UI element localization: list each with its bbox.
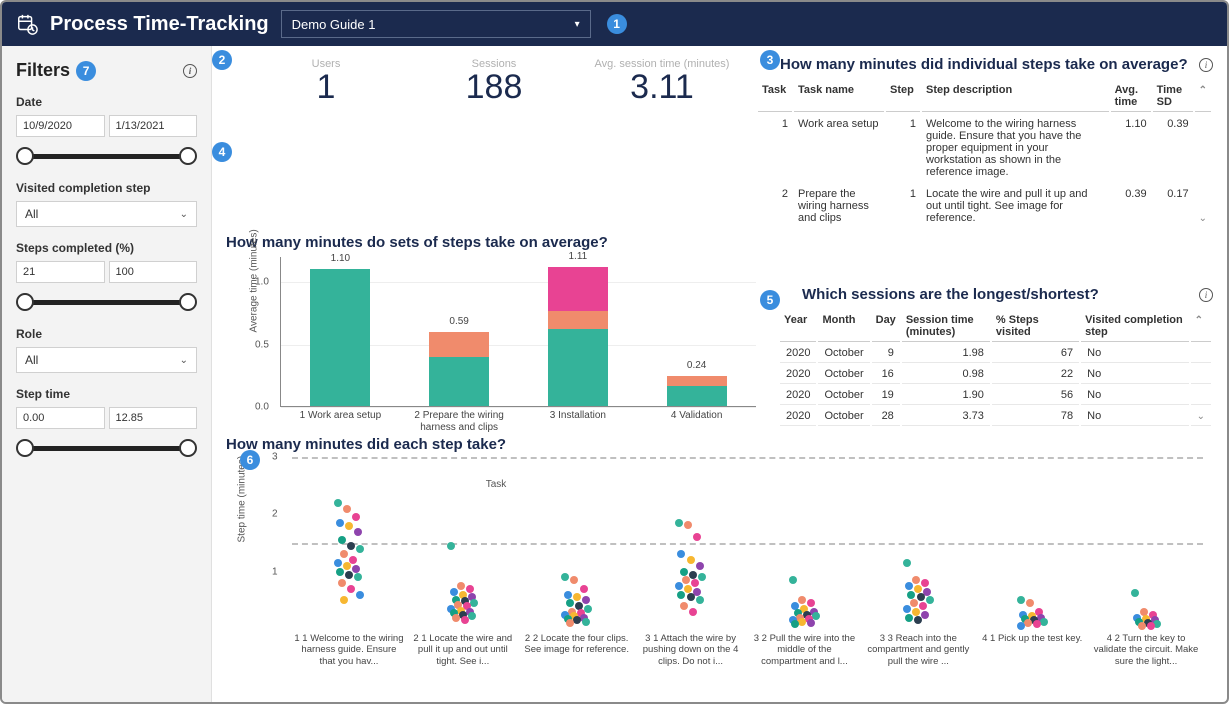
kpi-cards: Users1 Sessions188 Avg. session time (mi… xyxy=(226,56,746,230)
sessions-table: Year Month Day Session time (minutes) % … xyxy=(778,309,1213,428)
table-row[interactable]: 2020October283.7378No⌄ xyxy=(780,407,1211,426)
calendar-icon xyxy=(16,13,38,35)
filter-visited: Visited completion step All⌄ xyxy=(16,181,197,227)
kpi-avg: Avg. session time (minutes)3.11 xyxy=(578,58,746,226)
filter-steps-pct: Steps completed (%) 21 100 xyxy=(16,241,197,313)
scroll-down-icon[interactable]: ⌄ xyxy=(1199,213,1207,224)
filter-date: Date 10/9/2020 1/13/2021 xyxy=(16,95,197,167)
main-area: 2 3 4 5 6 Users1 Sessions188 Avg. sessio… xyxy=(212,46,1227,702)
callout-1: 1 xyxy=(607,14,627,34)
callout-6: 6 xyxy=(240,450,260,470)
steps-avg-table: Task Task name Step Step description Avg… xyxy=(756,79,1213,230)
callout-3: 3 xyxy=(760,50,780,70)
chevron-down-icon: ▾ xyxy=(575,19,580,30)
steptime-to-input[interactable]: 12.85 xyxy=(109,407,198,429)
date-to-input[interactable]: 1/13/2021 xyxy=(109,115,198,137)
table-row[interactable]: 2Prepare the wiring harness and clips1Lo… xyxy=(758,184,1211,228)
table-row[interactable]: 1Work area setup1Welcome to the wiring h… xyxy=(758,114,1211,182)
table-row[interactable]: 2020October191.9056No xyxy=(780,386,1211,405)
info-icon[interactable]: i xyxy=(183,64,197,78)
date-from-input[interactable]: 10/9/2020 xyxy=(16,115,105,137)
filter-step-time: Step time 0.00 12.85 xyxy=(16,387,197,459)
table-row[interactable]: 2020October160.9822No xyxy=(780,365,1211,384)
steps-avg-panel: How many minutes did individual steps ta… xyxy=(756,56,1213,230)
guide-selected-value: Demo Guide 1 xyxy=(292,17,376,32)
chevron-down-icon: ⌄ xyxy=(180,355,188,366)
callout-5: 5 xyxy=(760,290,780,310)
tasks-bar-title: How many minutes do sets of steps take o… xyxy=(226,234,766,251)
callout-2: 2 xyxy=(212,50,232,70)
guide-dropdown[interactable]: Demo Guide 1 ▾ xyxy=(281,10,591,38)
sessions-title: Which sessions are the longest/shortest? xyxy=(802,286,1099,303)
filters-panel: Filters 7 i Date 10/9/2020 1/13/2021 Vis… xyxy=(2,46,212,702)
scroll-up-icon[interactable]: ⌃ xyxy=(1199,85,1207,96)
bar-chart: 0.00.51.01.101 Work area setup0.592 Prep… xyxy=(280,257,756,407)
filter-role: Role All⌄ xyxy=(16,327,197,373)
scatter-chart: 1231 1 Welcome to the wiring harness gui… xyxy=(292,457,1203,629)
steptime-slider[interactable] xyxy=(16,437,197,459)
callout-4: 4 xyxy=(212,142,232,162)
visited-select[interactable]: All⌄ xyxy=(16,201,197,227)
step-scatter-title: How many minutes did each step take? xyxy=(226,436,1213,453)
scroll-up-icon[interactable]: ⌃ xyxy=(1195,315,1203,326)
steps-from-input[interactable]: 21 xyxy=(16,261,105,283)
sessions-panel: Which sessions are the longest/shortest?… xyxy=(778,286,1213,428)
body: Filters 7 i Date 10/9/2020 1/13/2021 Vis… xyxy=(2,46,1227,702)
app-root: Process Time-Tracking Demo Guide 1 ▾ 1 F… xyxy=(0,0,1229,704)
steptime-from-input[interactable]: 0.00 xyxy=(16,407,105,429)
role-select[interactable]: All⌄ xyxy=(16,347,197,373)
chevron-down-icon: ⌄ xyxy=(180,209,188,220)
info-icon[interactable]: i xyxy=(1199,58,1213,72)
kpi-sessions: Sessions188 xyxy=(410,58,578,226)
steps-to-input[interactable]: 100 xyxy=(109,261,198,283)
filters-heading: Filters 7 i xyxy=(16,60,197,81)
info-icon[interactable]: i xyxy=(1199,288,1213,302)
callout-7: 7 xyxy=(76,61,96,81)
steps-avg-title: How many minutes did individual steps ta… xyxy=(780,56,1188,73)
steps-slider[interactable] xyxy=(16,291,197,313)
header-bar: Process Time-Tracking Demo Guide 1 ▾ 1 xyxy=(2,2,1227,46)
step-scatter-panel: How many minutes did each step take? Ste… xyxy=(226,436,1213,677)
page-title: Process Time-Tracking xyxy=(50,13,269,36)
scroll-down-icon[interactable]: ⌄ xyxy=(1197,411,1205,422)
kpi-users: Users1 xyxy=(242,58,410,226)
date-slider[interactable] xyxy=(16,145,197,167)
table-row[interactable]: 2020October91.9867No xyxy=(780,344,1211,363)
